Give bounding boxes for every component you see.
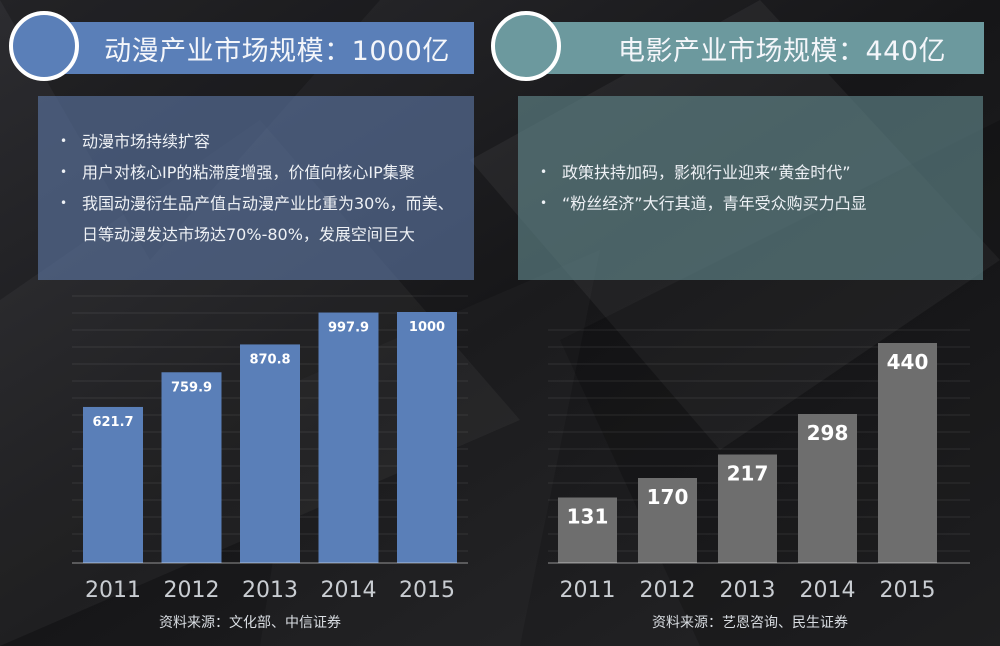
bar: [718, 454, 777, 563]
bar: [397, 312, 457, 563]
bar: [240, 344, 300, 563]
anime-source-note: 资料来源：文化部、中信证券: [159, 615, 341, 631]
bar: [798, 414, 857, 563]
anime-bar-chart: 621.7 2011 759.9 2012 870.8 2013 997.9 2014 1000…: [72, 295, 468, 603]
film-bullets-box: • 政策扶持加码，影视行业迎来“黄金时代” • “粉丝经济”大行其道，青年受众购…: [518, 96, 983, 280]
bar: [318, 312, 379, 563]
bullet-icon: •: [540, 196, 548, 210]
data-label: 997.9: [328, 321, 369, 336]
x-tick-label: 2011: [85, 578, 141, 603]
panel-film-market: 电影产业市场规模：440亿 • 政策扶持加码，影视行业迎来“黄金时代” • “粉…: [491, 0, 1000, 646]
anime-title: 动漫产业市场规模：1000亿: [104, 35, 450, 67]
x-tick-label: 2014: [800, 578, 856, 603]
film-bar-chart: 131 2011 170 2012 217 2013 298 2014 440 2015: [548, 329, 970, 603]
list-item: • 我国动漫衍生品产值占动漫产业比重为30%，而美、日等动漫发达市场达70%-8…: [60, 188, 458, 250]
data-label: 1000: [409, 320, 445, 335]
film-source-note: 资料来源：艺恩咨询、民生证券: [652, 615, 848, 631]
data-label: 131: [567, 505, 609, 529]
x-tick-label: 2011: [560, 578, 616, 603]
film-title-circle-icon: [491, 11, 561, 81]
data-label: 298: [807, 421, 849, 445]
film-title-bar: 电影产业市场规模：440亿: [540, 22, 984, 74]
bullet-text: 我国动漫衍生品产值占动漫产业比重为30%，而美、日等动漫发达市场达70%-80%…: [82, 194, 454, 244]
bullet-icon: •: [540, 165, 548, 179]
x-tick-label: 2012: [640, 578, 696, 603]
list-item: • 用户对核心IP的粘滞度增强，价值向核心IP集聚: [60, 157, 458, 188]
bar: [161, 372, 222, 563]
bullet-text: 动漫市场持续扩容: [82, 132, 211, 151]
x-tick-label: 2015: [880, 578, 936, 603]
anime-title-bar: 动漫产业市场规模：1000亿: [40, 22, 474, 74]
x-tick-label: 2015: [399, 578, 455, 603]
bullet-text: 用户对核心IP的粘滞度增强，价值向核心IP集聚: [82, 163, 415, 182]
anime-bullets-box: • 动漫市场持续扩容 • 用户对核心IP的粘滞度增强，价值向核心IP集聚 • 我…: [38, 96, 474, 280]
panel-anime-market: 动漫产业市场规模：1000亿 • 动漫市场持续扩容 • 用户对核心IP的粘滞度增…: [9, 11, 474, 631]
data-label: 170: [647, 485, 689, 509]
list-item: • “粉丝经济”大行其道，青年受众购买力凸显: [540, 188, 967, 219]
data-label: 870.8: [249, 352, 290, 367]
data-label: 759.9: [171, 380, 212, 395]
data-label: 621.7: [92, 415, 133, 430]
bullet-icon: •: [60, 165, 68, 179]
data-label: 440: [887, 350, 929, 374]
list-item: • 政策扶持加码，影视行业迎来“黄金时代”: [540, 157, 967, 188]
x-tick-label: 2013: [720, 578, 776, 603]
bullet-text: “粉丝经济”大行其道，青年受众购买力凸显: [562, 194, 867, 213]
list-item: • 动漫市场持续扩容: [60, 126, 458, 157]
film-title: 电影产业市场规模：440亿: [617, 35, 947, 67]
bar: [83, 406, 143, 563]
x-tick-label: 2012: [164, 578, 220, 603]
bullet-icon: •: [60, 134, 68, 148]
bar: [558, 497, 617, 563]
bullet-text: 政策扶持加码，影视行业迎来“黄金时代”: [562, 163, 851, 182]
bar: [638, 478, 697, 563]
x-tick-label: 2014: [321, 578, 377, 603]
anime-title-circle-icon: [9, 11, 79, 81]
bullet-icon: •: [60, 196, 68, 210]
bar: [878, 343, 937, 563]
data-label: 217: [727, 462, 769, 486]
x-tick-label: 2013: [242, 578, 298, 603]
